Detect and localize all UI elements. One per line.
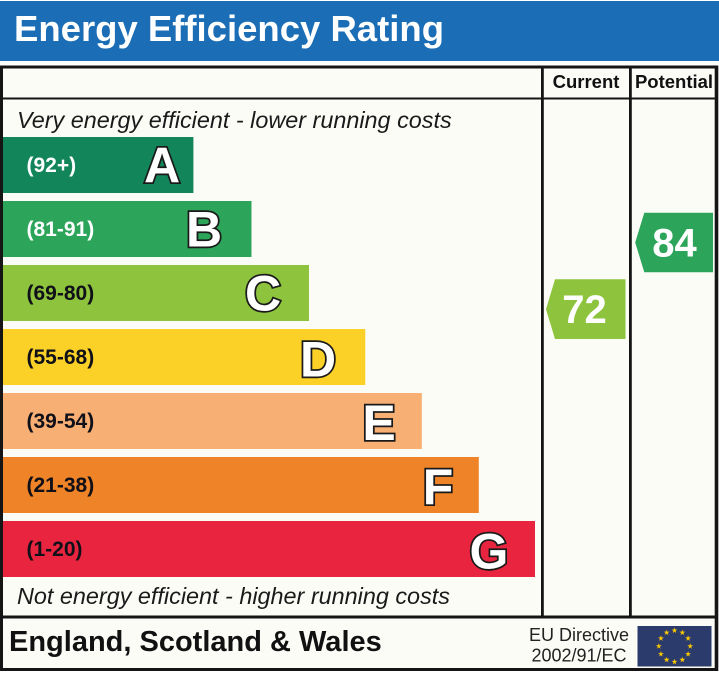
svg-text:F: F (423, 459, 454, 515)
svg-text:D: D (300, 332, 336, 388)
svg-text:(92+): (92+) (27, 154, 77, 177)
svg-text:(21-38): (21-38) (27, 474, 95, 497)
svg-text:Energy Efficiency Rating: Energy Efficiency Rating (14, 8, 444, 49)
svg-text:Not energy efficient - higher: Not energy efficient - higher running co… (17, 583, 450, 609)
svg-text:G: G (470, 524, 509, 580)
svg-text:E: E (362, 395, 395, 451)
svg-text:Very energy efficient - lower: Very energy efficient - lower running co… (17, 107, 452, 133)
svg-text:(81-91): (81-91) (27, 218, 95, 241)
svg-text:(39-54): (39-54) (27, 410, 95, 433)
svg-text:2002/91/EC: 2002/91/EC (531, 646, 626, 666)
svg-text:72: 72 (562, 288, 607, 332)
svg-text:C: C (245, 266, 281, 322)
svg-text:(1-20): (1-20) (27, 538, 83, 561)
svg-text:(55-68): (55-68) (27, 346, 95, 369)
svg-text:A: A (144, 138, 180, 194)
svg-text:England, Scotland & Wales: England, Scotland & Wales (9, 626, 382, 658)
svg-text:Current: Current (553, 71, 620, 92)
svg-text:Potential: Potential (635, 71, 713, 92)
svg-text:(69-80): (69-80) (27, 282, 95, 305)
svg-text:B: B (186, 202, 222, 258)
svg-text:84: 84 (652, 222, 697, 266)
svg-text:EU Directive: EU Directive (529, 625, 629, 645)
